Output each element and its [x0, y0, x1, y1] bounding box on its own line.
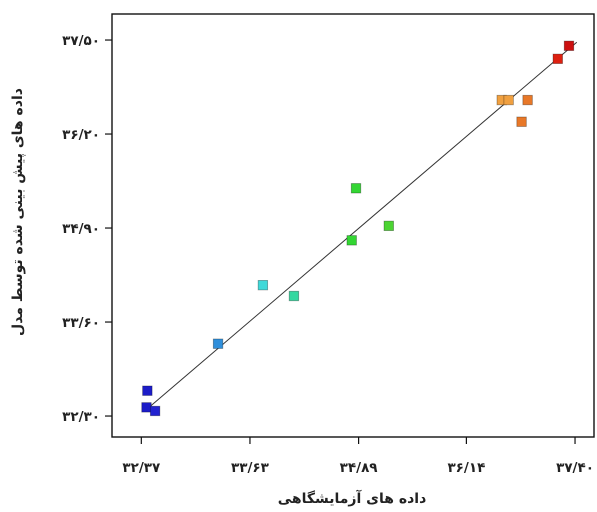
data-point	[383, 220, 394, 232]
data-points-layer	[141, 40, 575, 417]
y-tick-label: ۳۲/۳۰	[62, 409, 100, 425]
data-point	[503, 94, 514, 106]
plot-frame-layer	[111, 13, 595, 438]
data-point	[346, 235, 357, 246]
data-point	[257, 280, 269, 291]
data-point	[350, 183, 362, 194]
data-point	[516, 116, 527, 127]
x-tick-label: ۳۶/۱۴	[447, 460, 485, 476]
plot-frame	[111, 13, 595, 438]
x-tick-label: ۳۷/۴۰	[556, 460, 594, 476]
data-point	[212, 338, 224, 349]
y-axis-label: داده های پیش بینی شده توسط مدل	[10, 88, 26, 336]
data-point	[563, 40, 575, 51]
data-point	[149, 405, 161, 417]
y-tick-label: ۳۷/۵۰	[62, 33, 100, 49]
y-axis-ticks: ۳۲/۳۰ ۳۳/۶۰ ۳۴/۹۰ ۳۶/۲۰ ۳۷/۵۰	[62, 33, 112, 425]
data-point	[522, 94, 533, 106]
data-point	[141, 402, 152, 413]
x-tick-label: ۳۴/۸۹	[340, 460, 378, 476]
data-point	[142, 385, 153, 396]
x-tick-label: ۳۲/۳۷	[122, 460, 161, 476]
y-tick-label: ۳۳/۶۰	[62, 315, 100, 331]
x-tick-label: ۳۳/۶۳	[231, 460, 270, 476]
data-point	[288, 290, 300, 302]
x-axis-label: داده های آزمایشگاهی	[278, 489, 427, 507]
data-point	[552, 53, 563, 64]
y-tick-label: ۳۴/۹۰	[62, 221, 100, 237]
y-tick-label: ۳۶/۲۰	[62, 127, 100, 143]
x-axis-ticks: ۳۲/۳۷ ۳۳/۶۳ ۳۴/۸۹ ۳۶/۱۴ ۳۷/۴۰	[122, 437, 594, 476]
